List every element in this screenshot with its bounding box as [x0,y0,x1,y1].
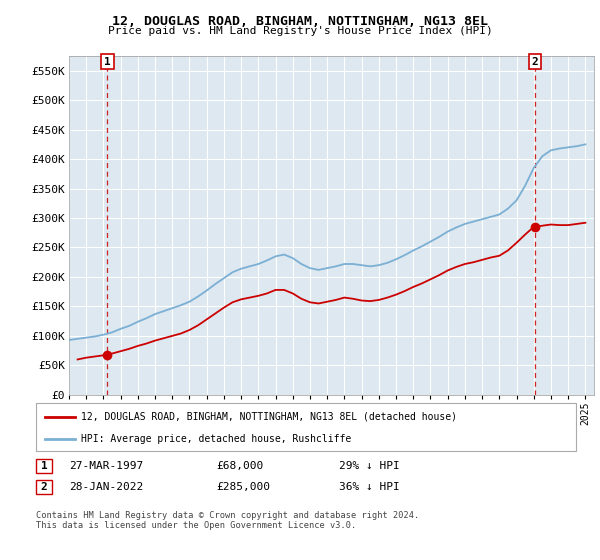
Text: 12, DOUGLAS ROAD, BINGHAM, NOTTINGHAM, NG13 8EL (detached house): 12, DOUGLAS ROAD, BINGHAM, NOTTINGHAM, N… [81,412,457,422]
Text: £285,000: £285,000 [216,482,270,492]
Text: Contains HM Land Registry data © Crown copyright and database right 2024.
This d: Contains HM Land Registry data © Crown c… [36,511,419,530]
Text: 27-MAR-1997: 27-MAR-1997 [69,461,143,471]
Text: 1: 1 [41,461,47,471]
Text: 1: 1 [104,57,111,67]
Text: Price paid vs. HM Land Registry's House Price Index (HPI): Price paid vs. HM Land Registry's House … [107,26,493,36]
Text: 12, DOUGLAS ROAD, BINGHAM, NOTTINGHAM, NG13 8EL: 12, DOUGLAS ROAD, BINGHAM, NOTTINGHAM, N… [112,15,488,28]
Text: 2: 2 [532,57,539,67]
Text: 29% ↓ HPI: 29% ↓ HPI [339,461,400,471]
Text: 28-JAN-2022: 28-JAN-2022 [69,482,143,492]
Text: 2: 2 [41,482,47,492]
Text: 36% ↓ HPI: 36% ↓ HPI [339,482,400,492]
Text: HPI: Average price, detached house, Rushcliffe: HPI: Average price, detached house, Rush… [81,434,351,444]
Text: £68,000: £68,000 [216,461,263,471]
